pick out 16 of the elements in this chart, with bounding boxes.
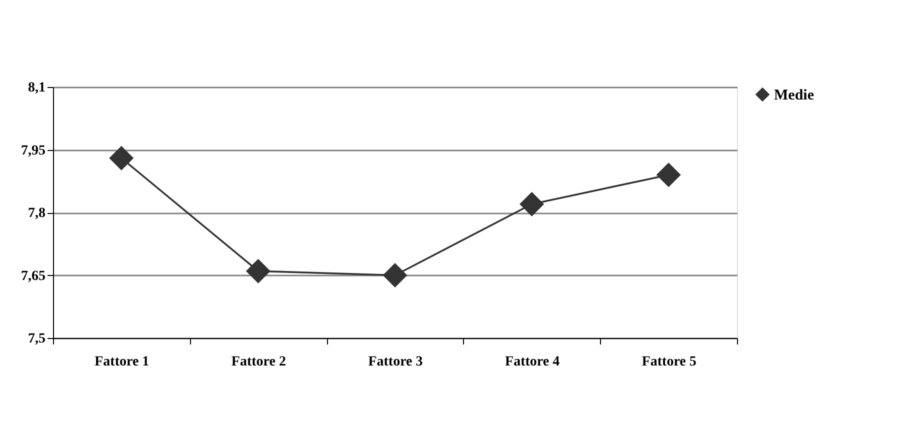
- y-tick-label: 7,5: [28, 332, 46, 346]
- point: [246, 258, 270, 284]
- point: [382, 263, 408, 288]
- y-tick-label: 7,65: [21, 268, 46, 284]
- x-tick-label: Fattore 4: [505, 354, 560, 370]
- point: [109, 146, 134, 170]
- y-tick-label: 8,1: [28, 80, 46, 96]
- x-tick-label: Fattore 5: [642, 354, 696, 370]
- y-tick-label: 7,95: [21, 143, 46, 158]
- point: [520, 192, 544, 216]
- x-tick-label: Fattore 3: [368, 354, 423, 370]
- legend-label: Medie: [774, 88, 814, 104]
- x-tick-label: Fattore 2: [231, 354, 286, 370]
- x-tick-label: Fattore 1: [94, 354, 150, 370]
- point: [656, 162, 681, 188]
- y-tick-label: 7,8: [28, 206, 46, 221]
